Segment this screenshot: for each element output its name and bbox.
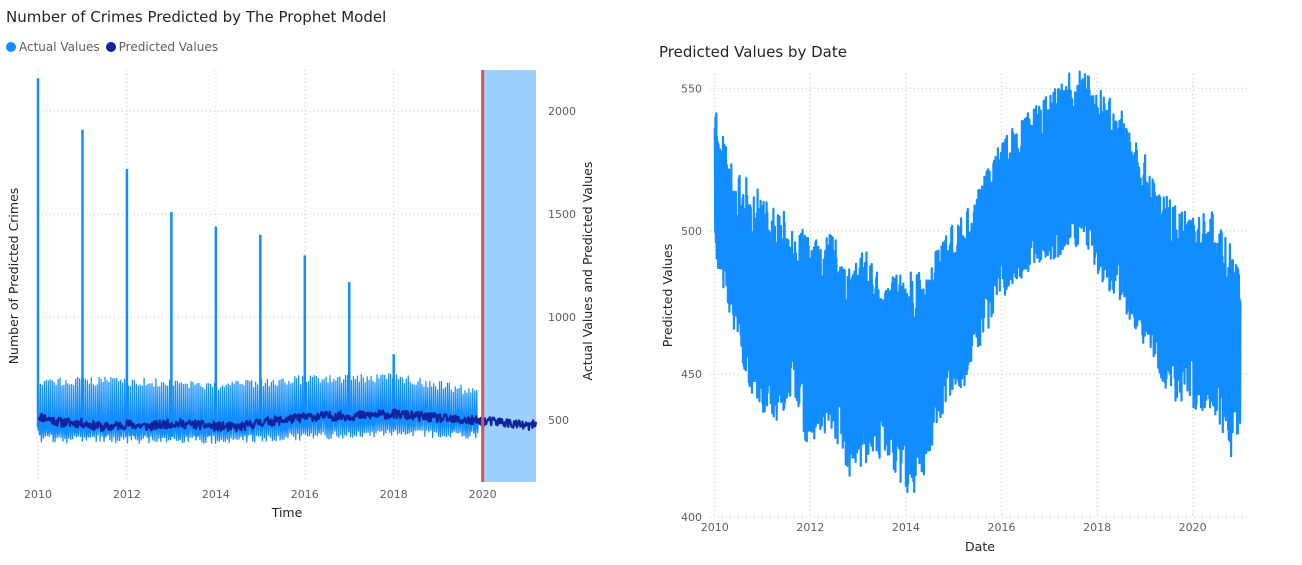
y-axis-title: Number of Predicted Crimes: [6, 188, 21, 365]
legend-marker-predicted: [105, 42, 116, 52]
x-tick-label: 2012: [113, 488, 141, 501]
x-tick-label: 2016: [988, 521, 1016, 534]
legend-marker-actual: [6, 42, 16, 52]
legend: Actual Values Predicted Values: [6, 40, 224, 54]
x-axis-title: Date: [965, 539, 995, 554]
legend-item-actual[interactable]: Actual Values: [6, 40, 100, 54]
y-tick-label: 450: [681, 368, 702, 381]
x-axis-title: Time: [271, 505, 303, 520]
y-secondary-tick-label: 2000: [548, 105, 576, 118]
x-tick-label: 2018: [1083, 521, 1111, 534]
y-tick-label: 500: [681, 225, 702, 238]
y-secondary-axis-title: Actual Values and Predicted Values: [580, 162, 595, 381]
x-tick-label: 2018: [380, 488, 408, 501]
chart-title: Predicted Values by Date: [659, 43, 847, 61]
actual-values-line: [37, 373, 479, 444]
predicted-values-line: [37, 408, 538, 433]
x-tick-label: 2016: [291, 488, 319, 501]
forecast-band: [482, 70, 536, 482]
y-secondary-tick-label: 1500: [548, 208, 576, 221]
predicted-by-date-panel: Predicted Values by Date 550 500 450 400 201…: [650, 0, 1302, 565]
x-tick-label: 2014: [202, 488, 230, 501]
prophet-chart-plot[interactable]: 2010 2012 2014 2016 2018 2020 2000 1500 1000 500 T…: [0, 0, 650, 565]
x-tick-label: 2010: [24, 488, 52, 501]
y-axis-title: Predicted Values: [660, 244, 675, 348]
y-tick-label: 550: [681, 82, 702, 95]
x-tick-label: 2014: [892, 521, 920, 534]
x-tick-label: 2020: [1179, 521, 1207, 534]
chart-title: Number of Crimes Predicted by The Prophe…: [6, 8, 387, 26]
prophet-chart-panel: Number of Crimes Predicted by The Prophe…: [0, 0, 650, 565]
y-secondary-tick-label: 500: [548, 414, 569, 427]
x-tick-label: 2012: [796, 521, 824, 534]
legend-item-predicted[interactable]: Predicted Values: [105, 40, 218, 54]
x-tick-label: 2020: [469, 488, 497, 501]
y-tick-label: 400: [681, 511, 702, 524]
x-tick-label: 2010: [701, 521, 729, 534]
legend-label-predicted: Predicted Values: [118, 40, 218, 54]
legend-label-actual: Actual Values: [19, 40, 100, 54]
y-secondary-tick-label: 1000: [548, 311, 576, 324]
predicted-values-line: [713, 70, 1242, 494]
